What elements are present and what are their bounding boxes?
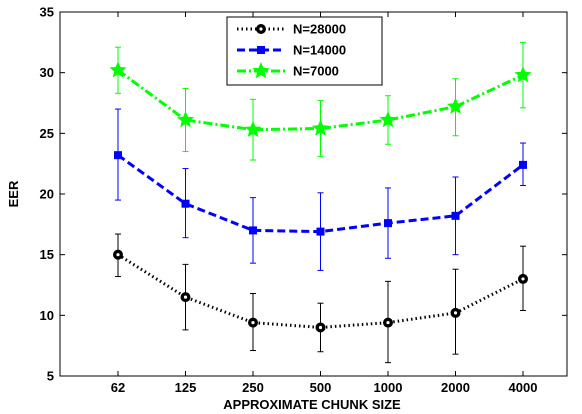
legend: N=28000 N=14000 N=7000 (226, 16, 383, 86)
data-point (249, 226, 257, 235)
data-point-center (453, 311, 458, 315)
y-tick-label: 35 (40, 5, 54, 20)
x-tick-label: 250 (242, 380, 264, 395)
x-tick-label: 4000 (509, 380, 538, 395)
data-point (519, 160, 527, 169)
data-point-center (521, 277, 525, 281)
data-point (114, 151, 122, 160)
data-point (244, 120, 262, 137)
data-point (451, 211, 460, 220)
y-tick-label: 15 (40, 247, 54, 262)
data-point-center (251, 321, 255, 325)
y-axis: 5 10 15 20 25 30 35 (40, 5, 567, 384)
y-tick-label: 25 (40, 126, 54, 141)
data-point (109, 61, 127, 78)
legend-marker (252, 62, 270, 79)
y-tick-label: 5 (47, 369, 54, 384)
series-layer (109, 41, 532, 364)
series-2 (109, 41, 532, 161)
data-point-center (318, 325, 323, 330)
x-axis-label: APPROXIMATE CHUNK SIZE (223, 397, 401, 412)
x-tick-label: 500 (310, 380, 332, 395)
data-point-center (386, 321, 390, 325)
legend-marker (257, 46, 265, 54)
y-axis-label: EER (6, 180, 21, 207)
data-point (446, 97, 465, 114)
legend-box (226, 16, 383, 86)
data-point (384, 219, 392, 228)
y-tick-label: 30 (40, 65, 54, 80)
data-point-center (183, 295, 188, 299)
x-tick-label: 125 (175, 380, 197, 395)
x-axis: 62 125 250 500 1000 2000 4000 (111, 12, 538, 395)
data-point (379, 111, 397, 128)
data-point (181, 199, 190, 208)
data-point (316, 227, 325, 236)
series-0 (113, 233, 528, 364)
data-point-center (116, 253, 120, 257)
series-1 (114, 108, 527, 271)
x-tick-label: 1000 (374, 380, 403, 395)
legend-label: N=28000 (293, 22, 346, 37)
x-tick-label: 62 (111, 380, 125, 395)
x-tick-label: 2000 (441, 380, 470, 395)
data-point (176, 111, 195, 128)
legend-marker-center (259, 27, 263, 31)
y-tick-label: 20 (40, 187, 54, 202)
legend-label: N=14000 (293, 43, 346, 58)
data-point (311, 119, 330, 136)
data-point (514, 66, 532, 83)
y-tick-label: 10 (40, 308, 54, 323)
legend-label: N=7000 (293, 64, 339, 79)
